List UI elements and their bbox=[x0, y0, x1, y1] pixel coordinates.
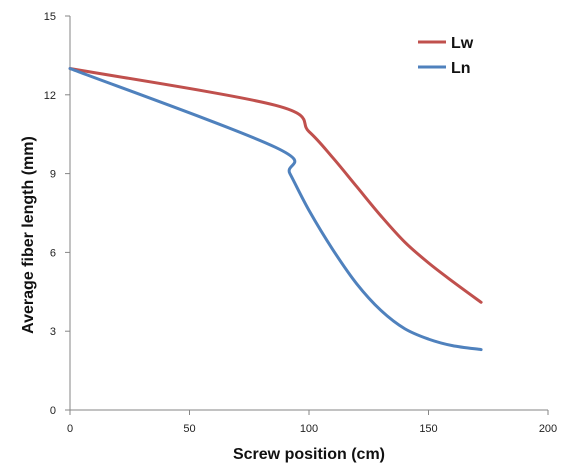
x-tick-label: 50 bbox=[183, 423, 195, 435]
y-tick-label: 3 bbox=[50, 326, 56, 338]
x-axis-title: Screw position (cm) bbox=[233, 446, 385, 463]
series-line-lw bbox=[68, 67, 483, 304]
x-tick-label: 0 bbox=[67, 423, 73, 435]
series-line-ln bbox=[68, 67, 483, 352]
series-layer bbox=[68, 67, 483, 352]
x-tick-label: 100 bbox=[300, 423, 318, 435]
y-tick-label: 0 bbox=[50, 405, 56, 417]
legend-label-lw: Lw bbox=[451, 35, 474, 52]
legend-label-ln: Ln bbox=[451, 60, 471, 77]
y-tick-label: 6 bbox=[50, 247, 56, 259]
x-tick-label: 200 bbox=[539, 423, 557, 435]
y-tick-label: 15 bbox=[44, 11, 56, 23]
y-axis-title: Average fiber length (mm) bbox=[20, 136, 37, 334]
x-tick-label: 150 bbox=[419, 423, 437, 435]
y-tick-label: 12 bbox=[44, 90, 56, 102]
y-tick-label: 9 bbox=[50, 169, 56, 181]
legend: Lw Ln bbox=[418, 35, 474, 77]
